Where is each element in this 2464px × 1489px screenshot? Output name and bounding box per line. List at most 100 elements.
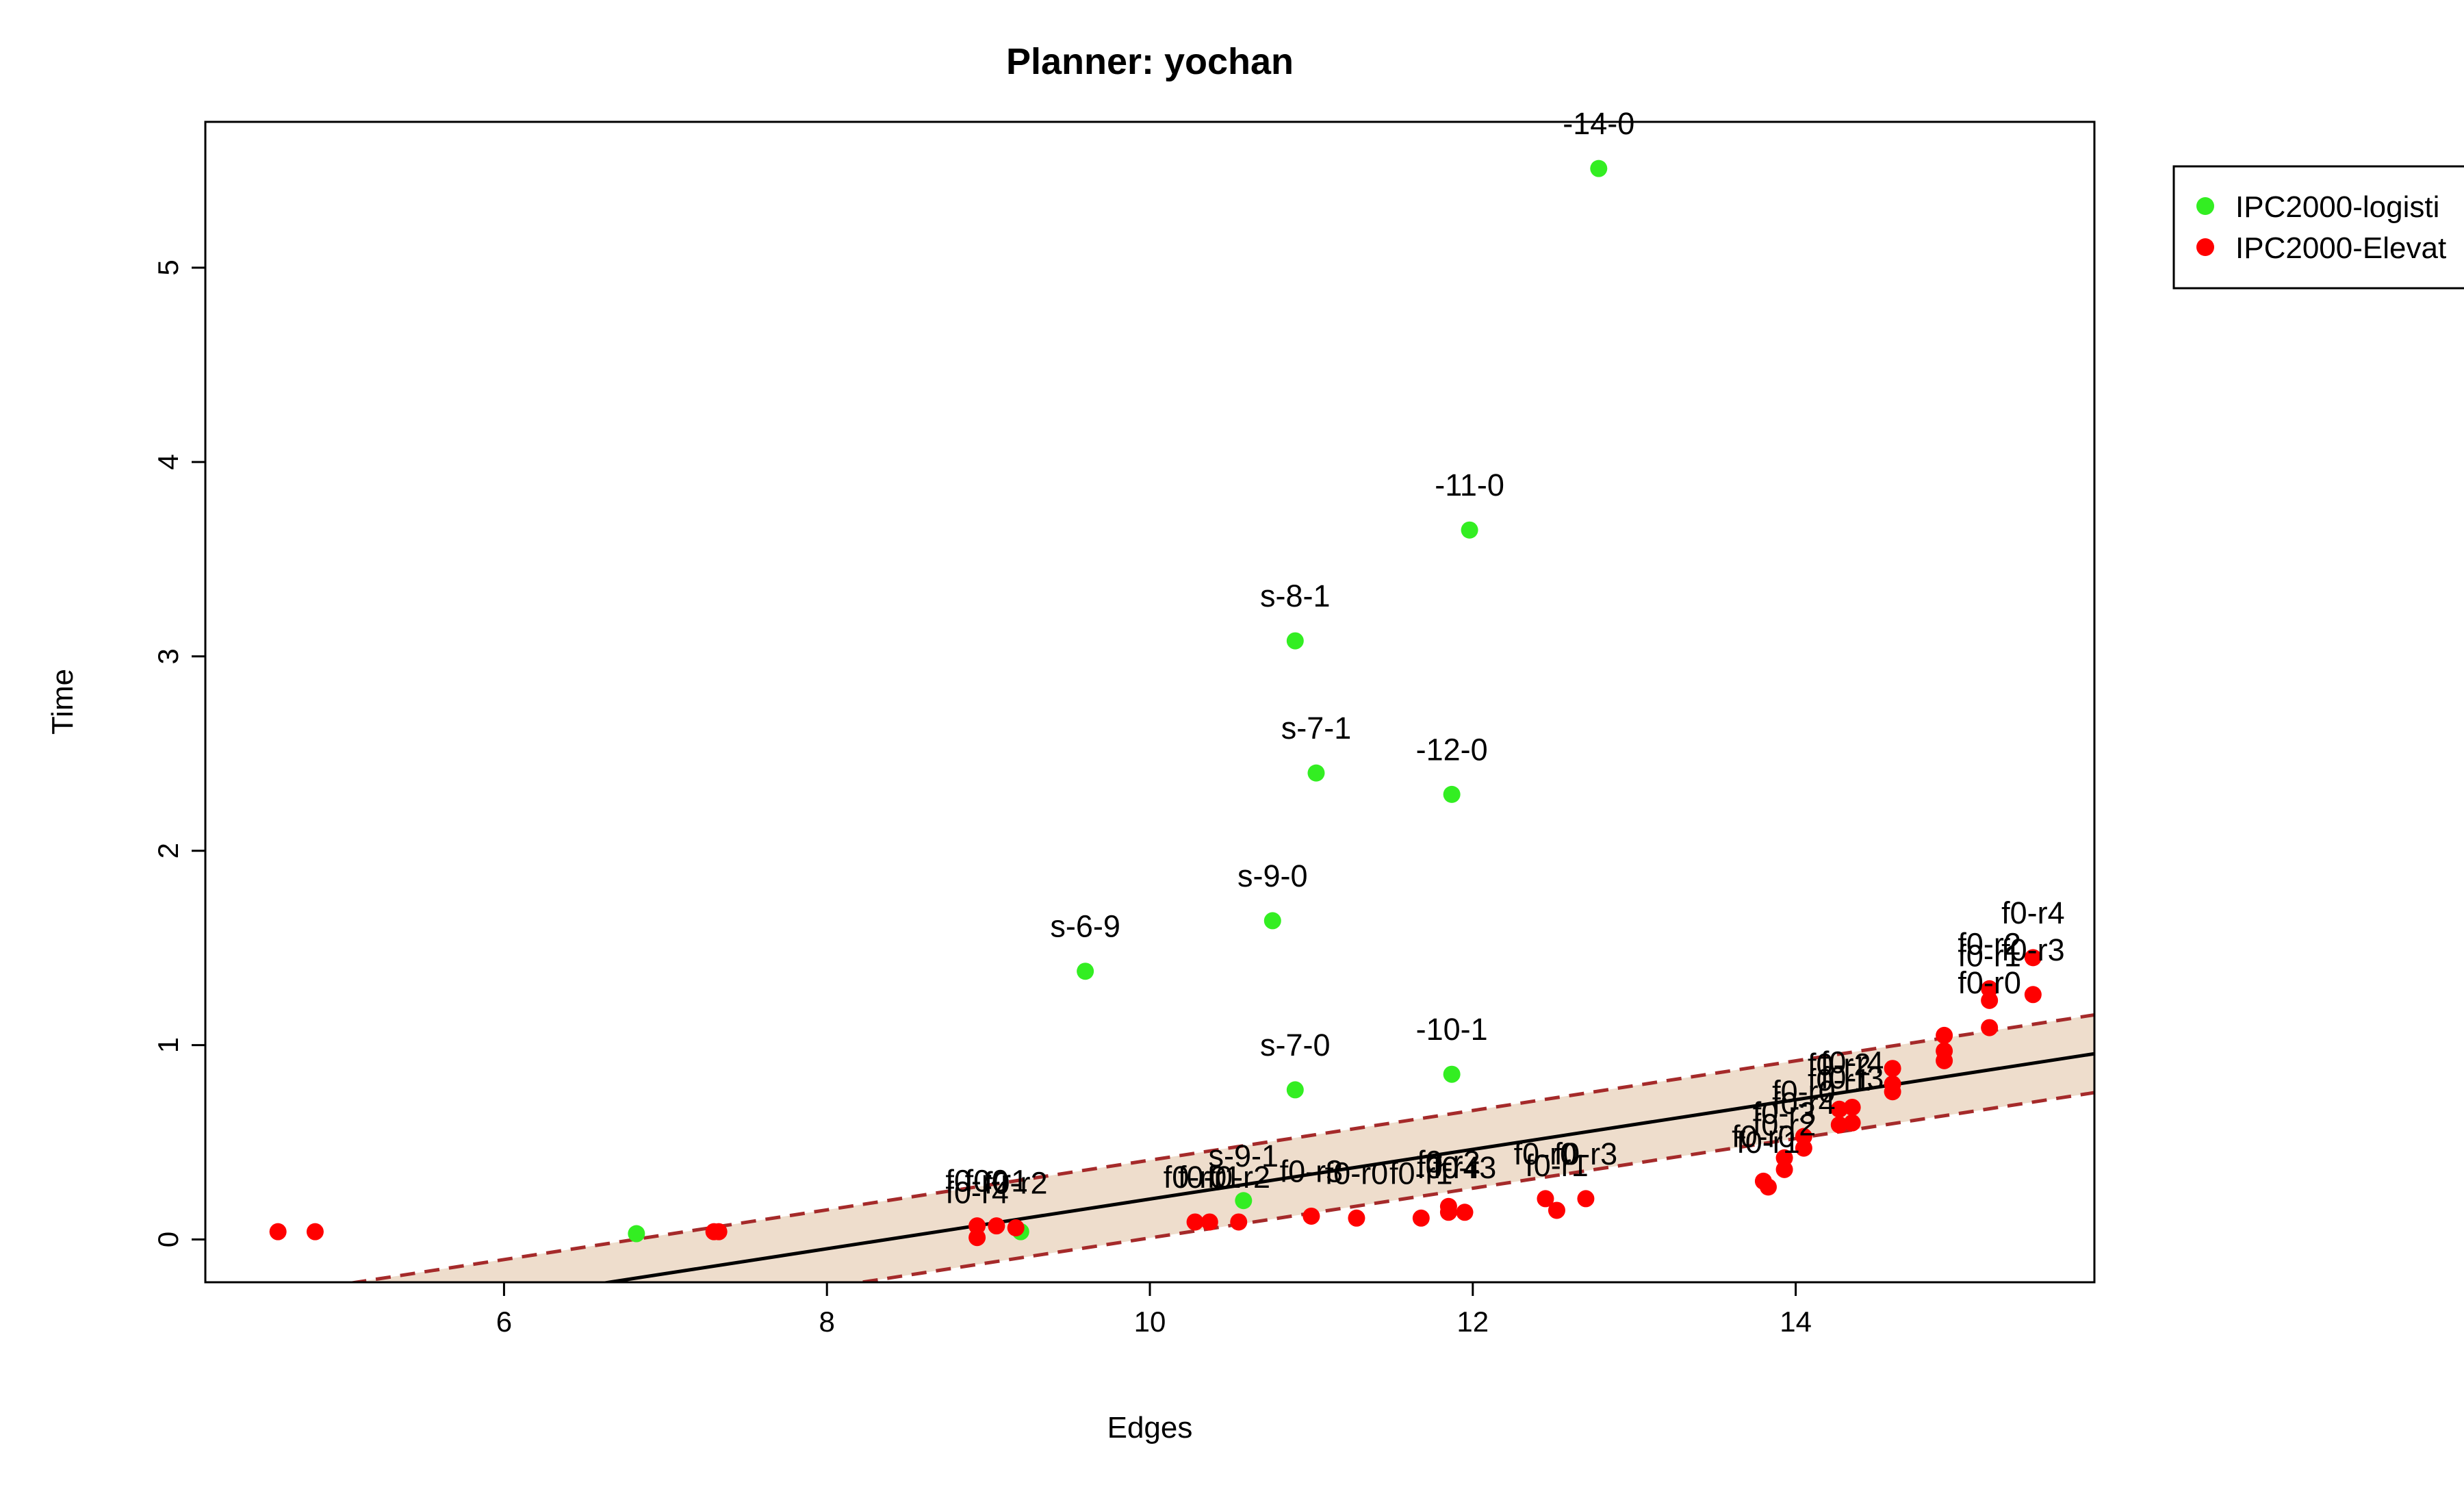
regression-line	[598, 1052, 2094, 1282]
data-point	[1884, 1075, 1901, 1093]
legend-marker-logistics	[2196, 197, 2214, 215]
data-point	[306, 1223, 324, 1240]
point-label: f0-r2	[984, 1166, 1048, 1201]
point-label: f0-r2	[1417, 1144, 1480, 1179]
point-label: f0-r0	[1514, 1136, 1578, 1171]
point-label: f0-r1	[1958, 938, 2021, 973]
data-point	[1443, 1065, 1461, 1083]
point-label: -12-0	[1416, 732, 1488, 767]
data-point	[1795, 1128, 1812, 1145]
x-tick-label: 6	[496, 1306, 512, 1338]
point-label: f0-r0	[945, 1164, 1009, 1199]
data-point	[1577, 1190, 1595, 1208]
data-point	[1439, 1204, 1457, 1221]
y-tick-label: 5	[152, 259, 184, 275]
point-label: f0-r2	[1808, 1047, 1871, 1082]
point-label: f0-r1	[1178, 1160, 1242, 1195]
data-point	[988, 1217, 1005, 1235]
data-point	[2024, 986, 2042, 1004]
data-point	[1201, 1213, 1218, 1231]
x-axis-label: Edges	[1107, 1411, 1193, 1445]
data-point	[1936, 1042, 1953, 1060]
point-label: f0-r2	[1958, 926, 2021, 961]
data-point	[1843, 1098, 1861, 1116]
point-label: f0-r4	[945, 1175, 1009, 1210]
x-tick-label: 12	[1456, 1306, 1489, 1338]
point-label: f0-r1	[965, 1164, 1029, 1199]
data-point	[1230, 1213, 1248, 1231]
data-point	[1348, 1209, 1365, 1227]
data-point	[1830, 1100, 1848, 1118]
point-label: f0-r4	[2001, 895, 2065, 930]
chart-title: Planner: yochan	[1006, 41, 1294, 82]
data-point	[1843, 1114, 1861, 1132]
y-tick-label: 2	[152, 843, 184, 858]
data-point	[1412, 1209, 1430, 1227]
point-label: f0-r0	[1772, 1074, 1836, 1109]
y-axis-label: Time	[46, 669, 79, 735]
data-point	[710, 1223, 728, 1240]
point-label: f0-r2	[1207, 1160, 1270, 1195]
point-label: -10-1	[1416, 1012, 1488, 1047]
point-label: s-9-0	[1237, 858, 1308, 893]
x-tick-label: 14	[1780, 1306, 1812, 1338]
legend-marker-elevator	[2196, 238, 2214, 256]
point-label: f0-r1	[1389, 1156, 1453, 1191]
point-label: f0-r0	[1732, 1119, 1795, 1154]
data-point	[1235, 1192, 1253, 1210]
y-tick-label: 1	[152, 1037, 184, 1053]
data-point	[1830, 1116, 1848, 1134]
plot-frame	[204, 120, 2096, 1284]
legend-box	[2172, 165, 2464, 290]
point-label: f0-r3	[1280, 1154, 1344, 1188]
point-label: -11-0	[1435, 468, 1504, 502]
y-tick-label: 4	[152, 454, 184, 470]
point-label: f0-r3	[1554, 1136, 1618, 1171]
data-point	[1456, 1204, 1474, 1221]
data-point	[1936, 1026, 1953, 1044]
data-points-layer	[269, 160, 2042, 1247]
point-label: f0-r4	[1821, 1045, 1884, 1080]
data-point	[1461, 521, 1478, 539]
data-point	[1286, 632, 1304, 650]
data-point	[1548, 1201, 1565, 1219]
point-label: f0-r1	[1525, 1148, 1589, 1183]
data-point	[1775, 1149, 1793, 1167]
point-label: s-9-1	[1209, 1138, 1279, 1173]
data-point	[1302, 1207, 1320, 1225]
point-label: f0-r0	[1164, 1160, 1227, 1195]
point-label: f0-r2	[1753, 1107, 1817, 1142]
point-label: f0-r3	[1821, 1060, 1884, 1095]
point-label: f0-r0	[1325, 1156, 1389, 1191]
confidence-band-layer	[345, 1013, 2094, 1282]
point-label: f0-r3	[1433, 1150, 1497, 1185]
point-labels-layer: s-6-9 s-9-1 s-9-0 s-7-0 s-8-1 s-7-1 -12-0 -10-1…	[945, 106, 2064, 1210]
legend-label-logistics: IPC2000-logisti	[2235, 190, 2439, 224]
y-tick-label: 3	[152, 648, 184, 664]
data-point	[1759, 1178, 1777, 1196]
legend-label-elevator: IPC2000-Elevat	[2235, 231, 2446, 265]
point-label: f0-r0	[1958, 965, 2021, 1000]
data-point	[968, 1229, 986, 1247]
point-label: s-7-1	[1281, 711, 1352, 746]
point-label: f0-r4	[1772, 1086, 1836, 1121]
point-label: f0-r1	[1808, 1062, 1871, 1097]
data-point	[1186, 1213, 1204, 1231]
data-point	[1884, 1060, 1901, 1078]
point-label: s-7-0	[1260, 1028, 1331, 1062]
data-point	[1443, 785, 1461, 803]
point-label: f0-r3	[2001, 932, 2065, 967]
point-label: -14-0	[1563, 106, 1634, 141]
data-point	[2024, 949, 2042, 967]
data-point	[1307, 764, 1325, 782]
point-label: s-8-1	[1260, 578, 1331, 613]
data-point	[628, 1225, 645, 1243]
data-point	[1263, 912, 1281, 930]
data-point	[1537, 1190, 1554, 1208]
point-label: f0-r1	[1736, 1125, 1800, 1160]
point-label: f0-r3	[1753, 1095, 1817, 1130]
data-point	[1007, 1219, 1025, 1237]
legend: IPC2000-logisti IPC2000-Elevat	[2172, 165, 2464, 290]
